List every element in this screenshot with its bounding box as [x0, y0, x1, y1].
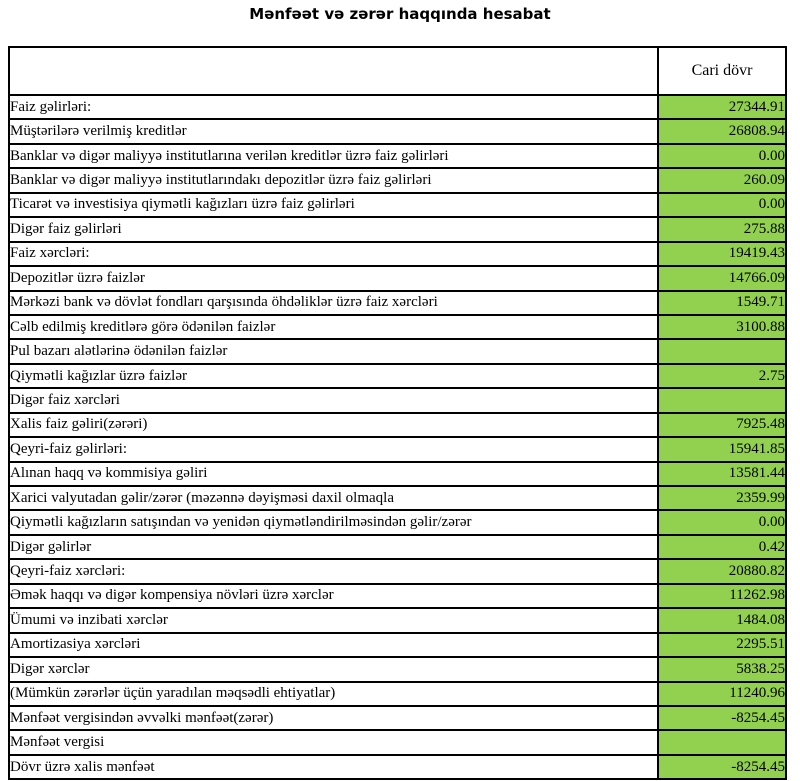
row-value-cell: 7925.48: [657, 411, 787, 439]
row-value-cell: 19419.43: [657, 240, 787, 268]
row-label-cell: Qeyri-faiz gəlirləri:: [8, 436, 659, 463]
row-label-cell: Qiymətli kağızların satışından və yenidə…: [8, 509, 659, 536]
page-title: Mənfəət və zərər haqqında hesabat: [249, 5, 551, 23]
row-value-cell: 14766.09: [657, 265, 787, 292]
table-row: Alınan haqq və kommisiya gəliri 13581.44: [8, 460, 787, 488]
row-label-cell: Xalis faiz gəliri(zərəri): [8, 411, 659, 439]
row-label-cell: Faiz gəlirləri:: [8, 93, 659, 121]
table-row: Cəlb edilmiş kreditlərə görə ödənilən fa…: [8, 313, 787, 341]
row-value-cell: 26808.94: [657, 118, 787, 145]
row-label-cell: Banklar və digər maliyyə institutlarında…: [8, 167, 659, 194]
table-row: Dövr üzrə xalis mənfəət -8254.45: [8, 753, 787, 781]
row-value-cell: 11262.98: [657, 582, 787, 610]
table-row: Mənfəət vergisindən əvvəlki mənfəət(zərə…: [8, 704, 787, 732]
table-row: Amortizasiya xərcləri 2295.51: [8, 631, 787, 659]
row-value-cell: 1484.08: [657, 607, 787, 634]
row-value-cell: 2.75: [657, 362, 787, 390]
row-label-cell: Qeyri-faiz xərcləri:: [8, 558, 659, 585]
value-column-header: Cari dövr: [657, 46, 787, 96]
table-row: Faiz gəlirləri: 27344.91: [8, 93, 787, 121]
row-label-cell: Digər gəlirlər: [8, 533, 659, 561]
table-row: (Mümkün zərərlər üçün yaradılan məqsədli…: [8, 680, 787, 707]
table-row: Mərkəzi bank və dövlət fondları qarşısın…: [8, 289, 787, 316]
table-row: Digər gəlirlər 0.42: [8, 533, 787, 561]
table-row: Banklar və digər maliyyə institutlarına …: [8, 142, 787, 170]
row-value-cell: 275.88: [657, 216, 787, 243]
row-label-cell: Ümumi və inzibati xərclər: [8, 607, 659, 634]
table-row: Ticarət və investisiya qiymətli kağızlar…: [8, 191, 787, 219]
row-value-cell: 2359.99: [657, 484, 787, 512]
row-label-cell: Mənfəət vergisindən əvvəlki mənfəət(zərə…: [8, 704, 659, 732]
table-row: Qeyri-faiz gəlirləri: 15941.85: [8, 436, 787, 463]
row-label-cell: Qiymətli kağızlar üzrə faizlər: [8, 362, 659, 390]
row-label-cell: Müştərilərə verilmiş kreditlər: [8, 118, 659, 145]
table-body: Faiz gəlirləri: 27344.91 Müştərilərə ver…: [8, 93, 787, 781]
row-label-cell: Dövr üzrə xalis mənfəət: [8, 753, 659, 781]
row-value-cell: 11240.96: [657, 680, 787, 707]
row-value-cell: 0.00: [657, 191, 787, 219]
row-value-cell: [657, 338, 787, 365]
table-row: Digər faiz xərcləri: [8, 387, 787, 414]
row-value-cell: 0.00: [657, 509, 787, 536]
profit-loss-table: Cari dövr Faiz gəlirləri: 27344.91 Müştə…: [8, 46, 787, 781]
row-value-cell: 13581.44: [657, 460, 787, 488]
table-row: Pul bazarı alətlərinə ödənilən faizlər: [8, 338, 787, 365]
empty-header-cell: [8, 46, 659, 96]
row-value-cell: 0.42: [657, 533, 787, 561]
row-value-cell: 1549.71: [657, 289, 787, 316]
row-label-cell: Mənfəət vergisi: [8, 729, 659, 756]
table-row: Digər faiz gəlirləri 275.88: [8, 216, 787, 243]
table-row: Banklar və digər maliyyə institutlarında…: [8, 167, 787, 194]
table-row: Qiymətli kağızlar üzrə faizlər 2.75: [8, 362, 787, 390]
row-label-cell: Əmək haqqı və digər kompensiya növləri ü…: [8, 582, 659, 610]
table-row: Mənfəət vergisi: [8, 729, 787, 756]
row-label-cell: Digər faiz xərcləri: [8, 387, 659, 414]
table-row: Faiz xərcləri: 19419.43: [8, 240, 787, 268]
row-label-cell: Depozitlər üzrə faizlər: [8, 265, 659, 292]
row-value-cell: -8254.45: [657, 753, 787, 781]
row-label-cell: Ticarət və investisiya qiymətli kağızlar…: [8, 191, 659, 219]
table-header-row: Cari dövr: [8, 46, 787, 96]
table-row: Xalis faiz gəliri(zərəri) 7925.48: [8, 411, 787, 439]
table-row: Ümumi və inzibati xərclər 1484.08: [8, 607, 787, 634]
row-label-cell: Digər xərclər: [8, 656, 659, 683]
row-label-cell: Mərkəzi bank və dövlət fondları qarşısın…: [8, 289, 659, 316]
row-value-cell: 15941.85: [657, 436, 787, 463]
table-row: Qeyri-faiz xərcləri: 20880.82: [8, 558, 787, 585]
row-label-cell: Xarici valyutadan gəlir/zərər (məzənnə d…: [8, 484, 659, 512]
table-row: Müştərilərə verilmiş kreditlər 26808.94: [8, 118, 787, 145]
row-value-cell: 260.09: [657, 167, 787, 194]
row-value-cell: [657, 729, 787, 756]
table-row: Əmək haqqı və digər kompensiya növləri ü…: [8, 582, 787, 610]
row-label-cell: (Mümkün zərərlər üçün yaradılan məqsədli…: [8, 680, 659, 707]
row-label-cell: Faiz xərcləri:: [8, 240, 659, 268]
row-label-cell: Alınan haqq və kommisiya gəliri: [8, 460, 659, 488]
row-label-cell: Pul bazarı alətlərinə ödənilən faizlər: [8, 338, 659, 365]
table-row: Digər xərclər 5838.25: [8, 656, 787, 683]
table-row: Qiymətli kağızların satışından və yenidə…: [8, 509, 787, 536]
row-label-cell: Cəlb edilmiş kreditlərə görə ödənilən fa…: [8, 313, 659, 341]
row-label-cell: Amortizasiya xərcləri: [8, 631, 659, 659]
row-value-cell: 0.00: [657, 142, 787, 170]
row-label-cell: Banklar və digər maliyyə institutlarına …: [8, 142, 659, 170]
row-value-cell: 27344.91: [657, 93, 787, 121]
row-value-cell: -8254.45: [657, 704, 787, 732]
row-value-cell: [657, 387, 787, 414]
table-row: Xarici valyutadan gəlir/zərər (məzənnə d…: [8, 484, 787, 512]
row-value-cell: 3100.88: [657, 313, 787, 341]
row-value-cell: 2295.51: [657, 631, 787, 659]
table-row: Depozitlər üzrə faizlər 14766.09: [8, 265, 787, 292]
row-value-cell: 5838.25: [657, 656, 787, 683]
row-value-cell: 20880.82: [657, 558, 787, 585]
row-label-cell: Digər faiz gəlirləri: [8, 216, 659, 243]
